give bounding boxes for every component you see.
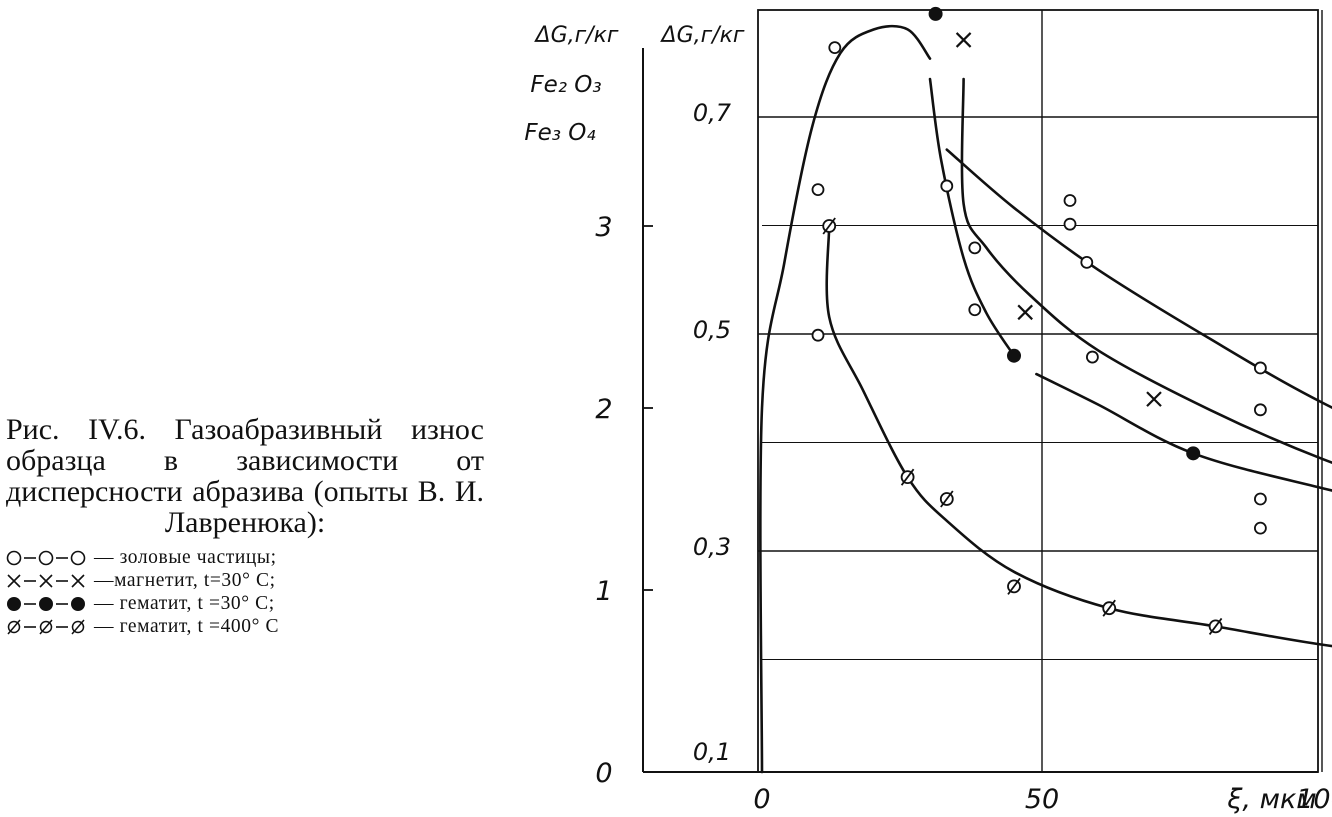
x-axis-title: ξ, мкм: [1226, 784, 1316, 815]
slashed-circle-slash: [940, 490, 954, 508]
x-tick-label: 100: [1296, 784, 1332, 815]
right-tick-label: 0,1: [693, 738, 731, 766]
data-point-open-circle: [1254, 492, 1267, 506]
data-point-open-circle: [1254, 361, 1267, 375]
data-point-slashed-circle: [822, 217, 837, 235]
data-point-open-circle: [1086, 350, 1099, 364]
slashed-circle-slash: [900, 468, 915, 486]
series-curve-cross: [960, 77, 1332, 465]
left-tick-label: 0: [595, 758, 612, 789]
data-point-open-circle: [1063, 217, 1077, 231]
slashed-circle-marker-icon: [7, 619, 85, 634]
axes: [642, 48, 1318, 773]
x-tick-label: 0: [753, 784, 770, 815]
legend-row-ash: — золовые частицы;: [6, 546, 484, 569]
data-point-open-circle: [940, 179, 954, 193]
data-point-slashed-circle: [1007, 577, 1021, 595]
right-tick-label: 0,5: [693, 316, 731, 344]
legend-label-hematite-30: — гематит, t =30° C;: [94, 593, 275, 614]
data-point-slashed-circle: [1102, 599, 1117, 617]
data-point-filled-circle: [1007, 348, 1021, 363]
slashed-circle-slash: [822, 217, 836, 235]
grid: [757, 9, 1323, 773]
left-axis-title: ΔG,г/кг: [534, 23, 619, 48]
filled-circle-marker-icon: [7, 596, 85, 611]
legend-label-ash: — золовые частицы;: [94, 547, 277, 568]
cross-marker-icon: [7, 573, 85, 588]
left-tick-label: 3: [595, 212, 612, 243]
data-point-open-circle: [1080, 255, 1094, 269]
data-points: [811, 6, 1267, 635]
data-point-open-circle: [968, 303, 982, 317]
right-tick-label: 0,3: [693, 533, 731, 561]
legend-row-hematite-30: — гематит, t =30° C;: [6, 592, 484, 615]
data-point-cross: [1017, 304, 1033, 321]
legend: — золовые частицы; —магнетит, t=30° C; —…: [6, 546, 484, 638]
x-tick-label: 50: [1025, 784, 1059, 815]
series-curve-slashed-circle: [825, 224, 1332, 648]
legend-row-hematite-400: — гематит, t =400° C: [6, 615, 484, 638]
data-point-slashed-circle: [1208, 617, 1223, 635]
slashed-circle-slash: [1007, 577, 1021, 595]
data-point-open-circle: [811, 183, 825, 197]
data-point-open-circle: [1063, 194, 1077, 207]
data-point-open-circle: [811, 328, 825, 342]
curves: [759, 24, 1332, 774]
legend-label-hematite-400: — гематит, t =400° C: [94, 616, 280, 637]
data-point-cross: [1146, 391, 1162, 407]
data-point-slashed-circle: [939, 490, 954, 508]
slashed-circle-slash: [1102, 599, 1116, 617]
left-tick-label: 2: [595, 394, 612, 425]
rising-curve: [759, 24, 932, 774]
series-curve-open-circle: [945, 148, 1332, 410]
legend-row-magnetite: —магнетит, t=30° C;: [6, 569, 484, 592]
data-point-open-circle: [968, 241, 982, 255]
data-point-slashed-circle: [900, 468, 915, 486]
plot-frame: [757, 9, 1319, 773]
data-point-cross: [955, 32, 972, 48]
figure-caption: Рис. IV.6. Газоабразивный износ образца …: [6, 414, 484, 638]
right-axis-title: ΔG,г/кг: [660, 23, 745, 48]
data-point-filled-circle: [928, 6, 943, 21]
data-point-open-circle: [1254, 521, 1267, 535]
series-curve-filled-circle: [928, 77, 1016, 357]
data-point-open-circle: [828, 41, 842, 55]
left-tick-label: 1: [595, 576, 612, 607]
legend-label-magnetite: —магнетит, t=30° C;: [94, 570, 276, 591]
left-axis-series-label: Fe₃ O₄: [524, 120, 595, 146]
slashed-circle-slash: [1208, 617, 1223, 635]
left-axis-series-label: Fe₂ O₃: [530, 72, 601, 98]
data-point-open-circle: [1254, 403, 1267, 417]
caption-title: Рис. IV.6. Газоабразивный износ образца …: [6, 413, 484, 539]
open-circle-marker-icon: [6, 550, 86, 565]
data-point-filled-circle: [1186, 446, 1201, 461]
series-curve-filled-circle: [1035, 372, 1332, 492]
right-tick-label: 0,7: [693, 99, 732, 127]
